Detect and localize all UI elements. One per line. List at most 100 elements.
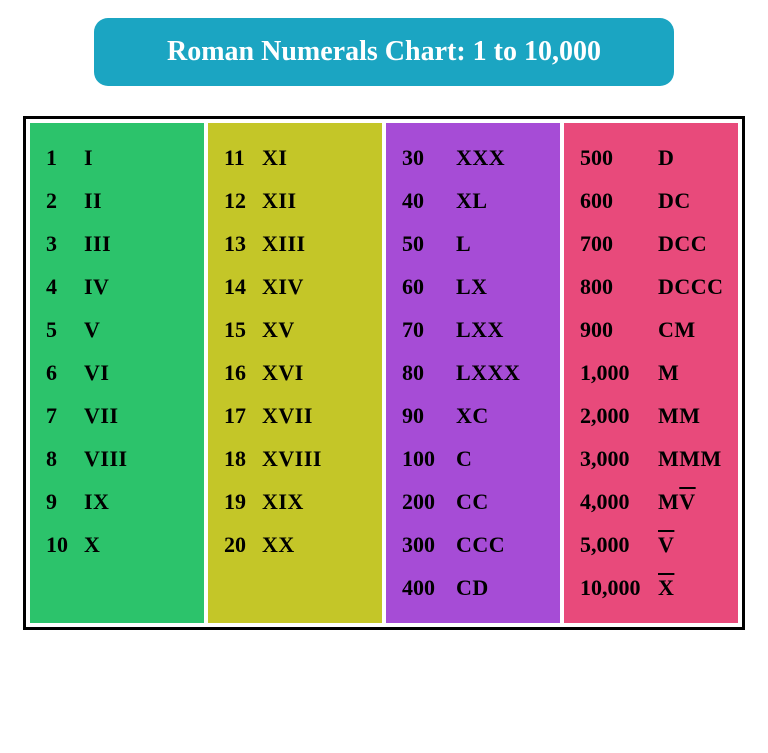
chart-row: 500D (580, 145, 726, 171)
arabic-number: 4 (46, 274, 84, 300)
arabic-number: 30 (402, 145, 456, 171)
arabic-number: 5,000 (580, 532, 658, 558)
arabic-number: 2,000 (580, 403, 658, 429)
roman-numeral: X (84, 532, 100, 558)
chart-row: 4,000MV (580, 489, 726, 515)
chart-row: 16XVI (224, 360, 370, 386)
roman-numeral: L (456, 231, 471, 257)
arabic-number: 14 (224, 274, 262, 300)
roman-numeral: I (84, 145, 93, 171)
chart-row: 19XIX (224, 489, 370, 515)
roman-numeral: M (658, 360, 679, 386)
chart-column-1: 1I2II3III4IV5V6VI7VII8VIII9IX10X (30, 123, 204, 623)
chart-row: 40XL (402, 188, 548, 214)
roman-numeral: XVIII (262, 446, 322, 472)
arabic-number: 6 (46, 360, 84, 386)
chart-row: 5V (46, 317, 192, 343)
chart-row: 300CCC (402, 532, 548, 558)
arabic-number: 7 (46, 403, 84, 429)
arabic-number: 18 (224, 446, 262, 472)
roman-numeral: V (658, 532, 674, 558)
chart-column-2: 11XI12XII13XIII14XIV15XV16XVI17XVII18XVI… (208, 123, 382, 623)
roman-numeral: DCCC (658, 274, 724, 300)
chart-row: 400CD (402, 575, 548, 601)
chart-row: 18XVIII (224, 446, 370, 472)
chart-row: 10X (46, 532, 192, 558)
roman-numeral: XV (262, 317, 295, 343)
chart-row: 80LXXX (402, 360, 548, 386)
arabic-number: 11 (224, 145, 262, 171)
arabic-number: 10 (46, 532, 84, 558)
arabic-number: 40 (402, 188, 456, 214)
arabic-number: 10,000 (580, 575, 658, 601)
roman-numeral: CC (456, 489, 489, 515)
roman-numeral: LXX (456, 317, 504, 343)
roman-numeral: D (658, 145, 674, 171)
arabic-number: 500 (580, 145, 658, 171)
chart-column-4: 500D600DC700DCC800DCCC900CM1,000M2,000MM… (564, 123, 738, 623)
roman-numeral: DCC (658, 231, 707, 257)
chart-row: 2II (46, 188, 192, 214)
roman-numeral: IV (84, 274, 109, 300)
arabic-number: 70 (402, 317, 456, 343)
chart-row: 1I (46, 145, 192, 171)
chart-row: 12XII (224, 188, 370, 214)
roman-numeral: X (658, 575, 674, 601)
chart-row: 7VII (46, 403, 192, 429)
roman-numeral: CD (456, 575, 489, 601)
roman-numeral: VIII (84, 446, 128, 472)
chart-column-3: 30XXX40XL50L60LX70LXX80LXXX90XC100C200CC… (386, 123, 560, 623)
arabic-number: 2 (46, 188, 84, 214)
roman-numeral: CCC (456, 532, 505, 558)
arabic-number: 1,000 (580, 360, 658, 386)
arabic-number: 80 (402, 360, 456, 386)
arabic-number: 90 (402, 403, 456, 429)
chart-row: 17XVII (224, 403, 370, 429)
arabic-number: 200 (402, 489, 456, 515)
chart-row: 3,000MMM (580, 446, 726, 472)
arabic-number: 8 (46, 446, 84, 472)
chart-row: 14XIV (224, 274, 370, 300)
arabic-number: 19 (224, 489, 262, 515)
arabic-number: 900 (580, 317, 658, 343)
arabic-number: 700 (580, 231, 658, 257)
arabic-number: 13 (224, 231, 262, 257)
arabic-number: 3,000 (580, 446, 658, 472)
chart-row: 900CM (580, 317, 726, 343)
arabic-number: 15 (224, 317, 262, 343)
chart-row: 6VI (46, 360, 192, 386)
chart-row: 3III (46, 231, 192, 257)
chart-row: 30XXX (402, 145, 548, 171)
chart-row: 200CC (402, 489, 548, 515)
arabic-number: 17 (224, 403, 262, 429)
roman-numeral: MV (658, 489, 696, 515)
chart-row: 100C (402, 446, 548, 472)
chart-row: 70LXX (402, 317, 548, 343)
arabic-number: 20 (224, 532, 262, 558)
arabic-number: 3 (46, 231, 84, 257)
chart-row: 1,000M (580, 360, 726, 386)
arabic-number: 12 (224, 188, 262, 214)
chart-row: 10,000X (580, 575, 726, 601)
roman-numeral: XXX (456, 145, 505, 171)
chart-row: 9IX (46, 489, 192, 515)
chart-title: Roman Numerals Chart: 1 to 10,000 (94, 18, 674, 86)
roman-numeral: XC (456, 403, 489, 429)
chart-row: 800DCCC (580, 274, 726, 300)
chart-row: 60LX (402, 274, 548, 300)
roman-numeral: XIV (262, 274, 304, 300)
chart-row: 4IV (46, 274, 192, 300)
chart-row: 11XI (224, 145, 370, 171)
roman-numeral: V (84, 317, 100, 343)
chart-row: 8VIII (46, 446, 192, 472)
arabic-number: 400 (402, 575, 456, 601)
arabic-number: 4,000 (580, 489, 658, 515)
roman-numeral: C (456, 446, 472, 472)
roman-numeral: XX (262, 532, 295, 558)
roman-numeral: IX (84, 489, 109, 515)
chart-row: 20XX (224, 532, 370, 558)
arabic-number: 50 (402, 231, 456, 257)
roman-numerals-chart: 1I2II3III4IV5V6VI7VII8VIII9IX10X11XI12XI… (23, 116, 745, 630)
roman-numeral: VII (84, 403, 119, 429)
chart-row: 13XIII (224, 231, 370, 257)
